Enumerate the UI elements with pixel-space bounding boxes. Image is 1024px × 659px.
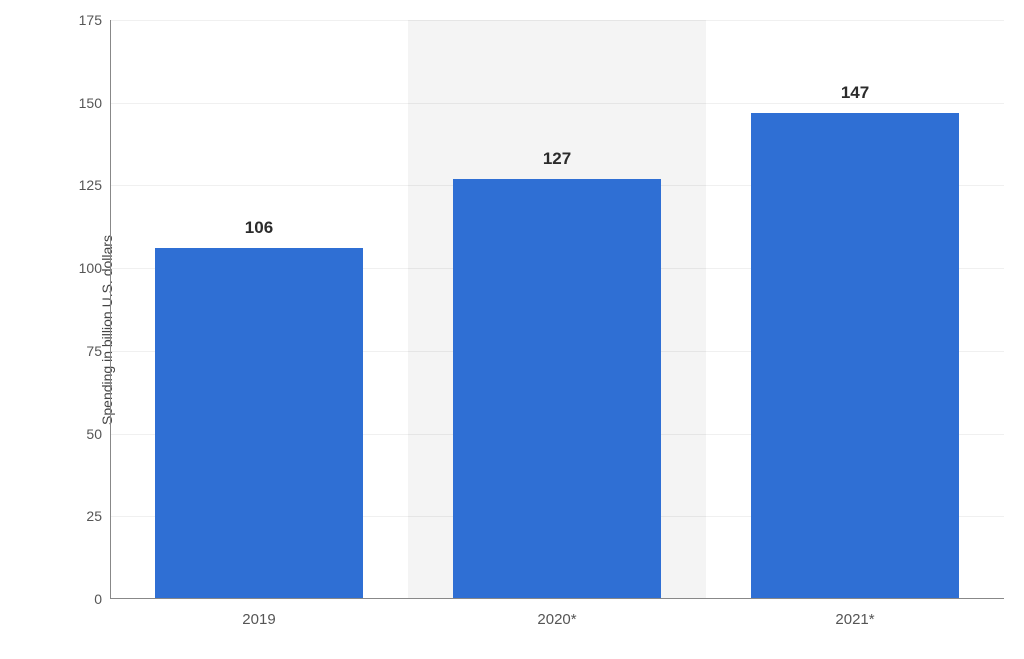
bar-value-label: 147: [841, 83, 869, 103]
bar: [751, 113, 960, 599]
bar-value-label: 127: [543, 149, 571, 169]
gridline: [110, 103, 1004, 104]
plot-area: 025507510012515017510620191272020*147202…: [110, 20, 1004, 599]
x-axis: [110, 598, 1004, 599]
y-tick-label: 175: [60, 12, 102, 28]
y-tick-label: 50: [60, 426, 102, 442]
x-tick-label: 2021*: [835, 611, 874, 628]
x-tick-label: 2019: [242, 611, 275, 628]
bar: [155, 248, 364, 599]
bar: [453, 179, 662, 599]
gridline: [110, 20, 1004, 21]
bar-chart: Spending in billion U.S. dollars 0255075…: [0, 0, 1024, 659]
bar-value-label: 106: [245, 218, 273, 238]
y-tick-label: 75: [60, 343, 102, 359]
y-tick-label: 25: [60, 508, 102, 524]
y-tick-label: 150: [60, 95, 102, 111]
y-tick-label: 100: [60, 260, 102, 276]
y-tick-label: 125: [60, 177, 102, 193]
x-tick-label: 2020*: [537, 611, 576, 628]
y-axis: [110, 20, 111, 599]
y-tick-label: 0: [60, 591, 102, 607]
